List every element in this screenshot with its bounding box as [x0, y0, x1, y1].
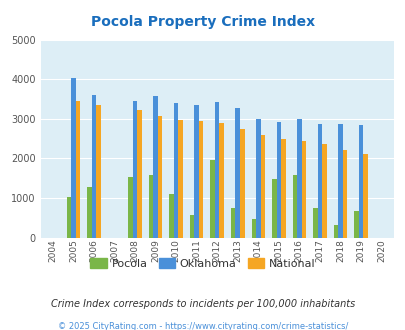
Bar: [178, 120, 183, 238]
Bar: [260, 135, 264, 238]
Bar: [92, 95, 96, 238]
Bar: [137, 110, 141, 238]
Bar: [271, 179, 276, 238]
Bar: [230, 208, 235, 238]
Bar: [198, 121, 203, 238]
Bar: [87, 187, 92, 238]
Legend: Pocola, Oklahoma, National: Pocola, Oklahoma, National: [86, 254, 319, 273]
Text: © 2025 CityRating.com - https://www.cityrating.com/crime-statistics/: © 2025 CityRating.com - https://www.city…: [58, 322, 347, 330]
Bar: [276, 122, 280, 238]
Bar: [149, 176, 153, 238]
Bar: [239, 129, 244, 238]
Bar: [235, 108, 239, 238]
Bar: [333, 225, 337, 238]
Bar: [158, 116, 162, 238]
Bar: [214, 102, 219, 238]
Bar: [210, 160, 214, 238]
Text: Crime Index corresponds to incidents per 100,000 inhabitants: Crime Index corresponds to incidents per…: [51, 299, 354, 309]
Bar: [219, 123, 224, 238]
Bar: [321, 144, 326, 238]
Bar: [66, 197, 71, 238]
Bar: [256, 119, 260, 238]
Bar: [153, 96, 158, 238]
Bar: [173, 103, 178, 238]
Bar: [296, 119, 301, 238]
Bar: [317, 124, 321, 238]
Bar: [132, 101, 137, 238]
Bar: [358, 125, 362, 238]
Bar: [75, 101, 80, 238]
Bar: [353, 212, 358, 238]
Bar: [194, 105, 198, 238]
Bar: [301, 141, 305, 238]
Bar: [342, 150, 346, 238]
Bar: [280, 139, 285, 238]
Bar: [71, 78, 75, 238]
Bar: [337, 124, 342, 238]
Bar: [128, 177, 132, 238]
Bar: [169, 194, 173, 238]
Bar: [362, 154, 367, 238]
Bar: [96, 105, 100, 238]
Bar: [251, 218, 256, 238]
Bar: [190, 215, 194, 238]
Bar: [292, 175, 296, 238]
Bar: [312, 208, 317, 238]
Text: Pocola Property Crime Index: Pocola Property Crime Index: [91, 15, 314, 29]
